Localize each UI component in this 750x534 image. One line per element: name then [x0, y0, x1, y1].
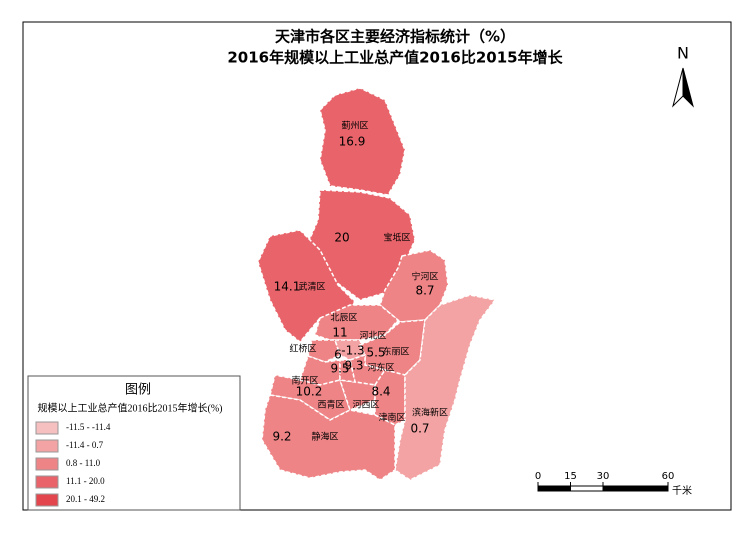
legend-label: 20.1 - 49.2	[66, 494, 105, 504]
district-name: 津南区	[378, 412, 405, 424]
district-value: 9.2	[272, 430, 291, 444]
district-name: 蓟州区	[341, 120, 368, 132]
legend-label: 0.8 - 11.0	[66, 458, 101, 468]
district-value: 10.2	[296, 385, 323, 399]
map-subtitle: 2016年规模以上工业总产值2016比2015年增长	[227, 49, 563, 67]
north-label: N	[677, 44, 689, 63]
district-value: 9.5	[330, 362, 349, 376]
district	[394, 294, 497, 481]
district-name: 宝坻区	[383, 232, 410, 244]
scale-tick-label: 30	[597, 471, 610, 482]
district-value: 9.3	[344, 359, 363, 373]
legend-label: -11.4 - 0.7	[66, 440, 104, 450]
legend-title: 图例	[125, 383, 151, 398]
arrow-right	[682, 67, 694, 108]
district	[261, 394, 396, 481]
district-name: 宁河区	[411, 271, 438, 283]
district-name: 西青区	[317, 399, 344, 411]
district	[307, 339, 341, 363]
legend-label: -11.5 - -11.4	[66, 422, 111, 432]
district-name: 东丽区	[382, 346, 409, 358]
scale-tick-label: 15	[564, 471, 577, 482]
district-name: 河西区	[352, 399, 379, 411]
district-name: 河北区	[359, 330, 386, 342]
district-value: 5.5	[366, 346, 385, 360]
district	[374, 369, 406, 426]
legend-swatch	[35, 439, 59, 453]
district	[319, 87, 406, 196]
scale-tick-label: 60	[662, 471, 675, 482]
district-name: 北辰区	[330, 313, 357, 324]
district-value: 8.4	[371, 385, 390, 399]
district-name: 武清区	[298, 281, 325, 293]
scale-tick-label: 0	[535, 471, 541, 482]
district-value: 20	[334, 231, 349, 245]
legend-swatch	[35, 421, 59, 435]
legend: 图例 规模以上工业总产值2016比2015年增长(%) -11.5 - -11.…	[27, 375, 241, 511]
legend-swatch	[35, 493, 59, 507]
district-name: 南开区	[291, 375, 318, 387]
scale-segment	[570, 485, 604, 492]
map-title: 天津市各区主要经济指标统计（%）	[275, 28, 515, 46]
scale-bar: 0 15 30 60 千米	[535, 471, 692, 497]
district-name: 静海区	[311, 431, 338, 443]
district-value: 8.7	[415, 284, 434, 298]
district-name: 河东区	[367, 362, 394, 374]
scale-segment	[602, 485, 669, 492]
district-value: -1.3	[341, 344, 364, 358]
legend-box	[27, 375, 241, 511]
scale-segment	[537, 485, 571, 492]
district-value: 0.7	[410, 422, 429, 436]
district-value: 11	[332, 326, 347, 340]
district-value: 6	[334, 348, 342, 362]
legend-swatch	[35, 457, 59, 471]
district-unlabeled	[339, 359, 356, 383]
district-name: 红桥区	[289, 343, 316, 355]
district-name: 滨海新区	[412, 407, 448, 419]
north-arrow: N	[672, 44, 694, 108]
legend-label: 11.1 - 20.0	[66, 476, 105, 486]
legend-swatch	[35, 475, 59, 489]
district-value: 16.9	[339, 135, 366, 149]
district-value: 14.1	[274, 280, 301, 294]
district	[299, 355, 341, 386]
scale-unit: 千米	[672, 484, 692, 497]
legend-subtitle: 规模以上工业总产值2016比2015年增长(%)	[38, 401, 223, 414]
